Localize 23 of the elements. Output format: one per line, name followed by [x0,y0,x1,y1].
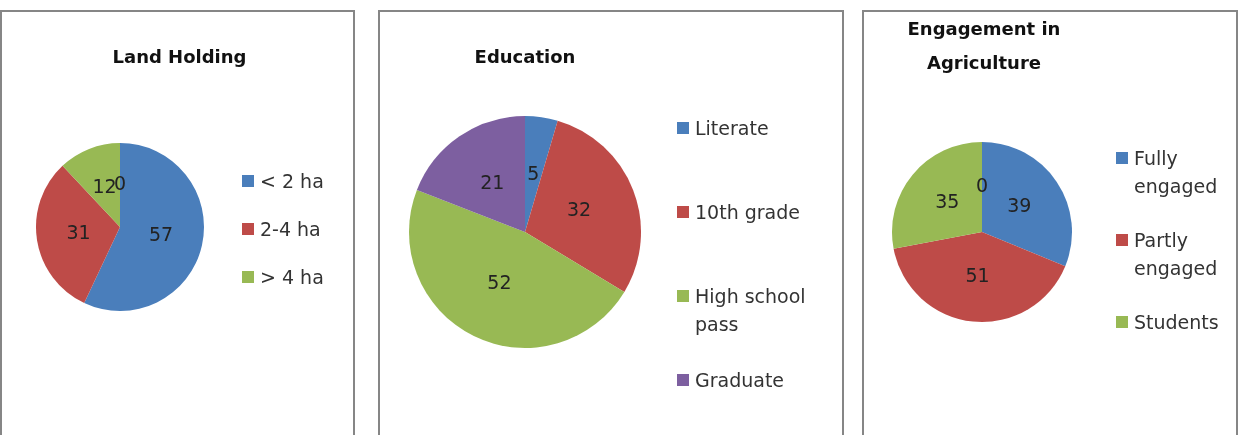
legend-label: Literate [695,116,769,141]
legend-label: Partly engaged [1134,228,1219,281]
data-label: 31 [66,220,91,243]
chart-title: Education [473,45,577,69]
data-label: 57 [148,223,174,246]
legend-label: Graduate [695,368,785,393]
text: 0 [975,173,989,196]
data-label: 39 [1007,193,1032,216]
legend-label: > 4 ha [260,265,324,290]
data-label: 51 [965,263,990,286]
legend-label: Students [1134,310,1219,335]
data-label: 52 [487,270,512,293]
legend-label: Fully engaged [1134,146,1219,199]
legend-label: High school pass [695,284,807,337]
chart-title: Engagement in Agriculture [906,17,1062,75]
data-label: 32 [566,197,592,220]
chart-title: Land Holding [111,45,248,69]
data-label: 35 [935,190,960,213]
legend-label: < 2 ha [260,169,324,194]
legend-label: 10th grade [695,200,800,225]
legend-label: 2-4 ha [260,217,321,242]
data-label: 21 [480,171,505,194]
data-label: 5 [527,161,540,184]
